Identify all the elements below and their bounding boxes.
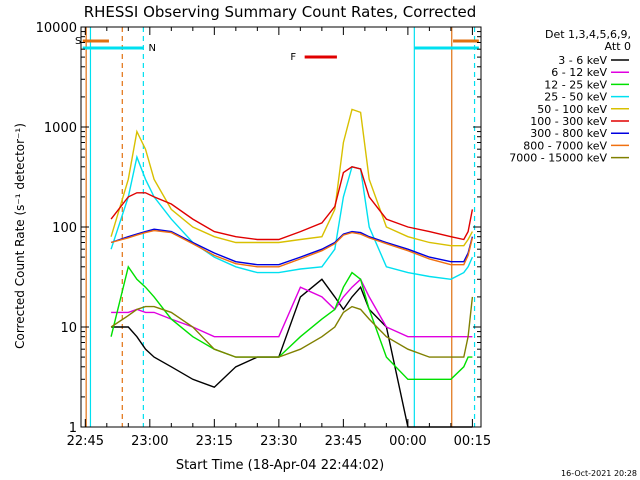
legend-header-1: Att 0 [605, 40, 631, 53]
x-tick-label-1: 23:00 [131, 434, 168, 449]
y-axis-label: Corrected Count Rate (s⁻¹ detector⁻¹) [13, 123, 27, 349]
series-line-8 [110, 296, 474, 358]
x-tick-label-2: 23:15 [196, 434, 233, 449]
x-tick-label-3: 23:30 [260, 434, 297, 449]
plot-area: S N F [75, 26, 482, 428]
x-tick-label-4: 23:45 [325, 434, 362, 449]
series-line-7 [110, 229, 474, 268]
series-line-2 [110, 265, 473, 380]
annotation-label-s: S [75, 36, 81, 47]
y-tick-label-1: 10 [60, 321, 77, 336]
footer-timestamp: 16-Oct-2021 20:28 [561, 469, 637, 478]
legend-label-0: 3 - 6 keV [558, 54, 607, 67]
y-tick-label-3: 1000 [44, 121, 77, 136]
series-line-3 [110, 154, 474, 281]
series-line-6 [110, 228, 474, 266]
annotation-label-f: F [290, 52, 296, 63]
x-tick-label-5: 00:00 [389, 434, 426, 449]
legend-label-4: 50 - 100 keV [537, 103, 607, 116]
legend-label-1: 6 - 12 keV [551, 66, 607, 79]
annotation-label-n: N [149, 43, 156, 54]
legend-label-2: 12 - 25 keV [544, 78, 607, 91]
legend-label-3: 25 - 50 keV [544, 91, 607, 104]
legend-label-8: 7000 - 15000 keV [509, 152, 607, 165]
y-tick-label-0: 1 [69, 421, 77, 436]
series-group [110, 108, 474, 428]
x-axis: 22:45 23:00 23:15 23:30 23:45 00:00 00:15 [67, 27, 491, 449]
series-line-5 [110, 166, 474, 241]
legend-label-7: 800 - 7000 keV [523, 139, 607, 152]
x-tick-label-0: 22:45 [67, 434, 104, 449]
x-tick-labels: 22:45 23:00 23:15 23:30 23:45 00:00 00:15 [67, 27, 491, 449]
legend-header-0: Det 1,3,4,5,6,9, [545, 28, 631, 41]
plot-frame [80, 26, 482, 428]
x-tick-label-6: 00:15 [454, 434, 491, 449]
y-tick-labels: 1 10 100 1000 10000 [36, 21, 481, 436]
chart-title: RHESSI Observing Summary Count Rates, Co… [84, 3, 477, 21]
x-axis-label: Start Time (18-Apr-04 22:44:02) [176, 458, 384, 473]
legend-label-6: 300 - 800 keV [530, 127, 607, 140]
series-line-1 [111, 278, 473, 338]
series-line-4 [110, 108, 474, 247]
y-tick-label-2: 100 [52, 221, 77, 236]
y-axis: 1 10 100 1000 10000 [36, 21, 481, 436]
y-tick-label-4: 10000 [36, 21, 77, 36]
legend-label-5: 100 - 300 keV [530, 115, 607, 128]
